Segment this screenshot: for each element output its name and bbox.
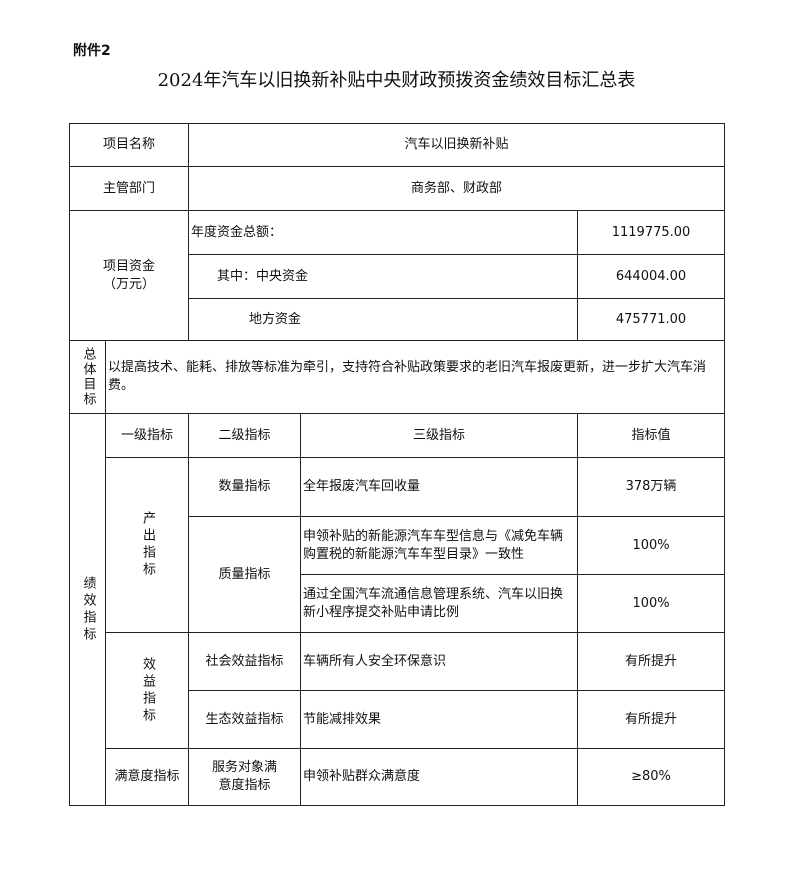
table-row: 项目资金 （万元） 年度资金总额： 1119775.00 [68,210,726,341]
level1-output: 产出指标 [140,511,155,579]
indicator-value: 有所提升 [577,690,726,749]
department-label: 主管部门 [68,166,190,211]
indicator-value: 100% [577,574,726,633]
indicator: 节能减排效果 [300,690,579,749]
table-row: 项目名称 汽车以旧换新补贴 [68,123,726,167]
indicator: 全年报废汽车回收量 [300,457,579,517]
performance-target-table: 项目名称 汽车以旧换新补贴 主管部门 商务部、财政部 项目资金 （万元） 年度资金… [68,123,726,806]
indicator: 车辆所有人安全环保意识 [300,632,579,691]
table-row: 绩效指标 一级指标 二级指标 三级指标 指标值 [69,413,726,806]
funds-row-value: 1119775.00 [577,210,726,255]
attachment-label: 附件2 [73,43,111,59]
column-header: 一级指标 [104,413,190,458]
page-title: 2024年汽车以旧换新补贴中央财政预拨资金绩效目标汇总表 [157,70,636,91]
level2-quantity: 数量指标 [188,457,302,517]
indicator-value: 100% [577,516,726,575]
table-row: 总体目标 以提高技术、能耗、排放等标准为牵引，支持符合补贴政策要求的老旧汽车报废… [69,340,726,414]
funds-row-value: 644004.00 [577,254,726,299]
funds-row-value: 475771.00 [577,298,726,341]
indicator: 申领补贴的新能源汽车车型信息与《减免车辆购置税的新能源汽车车型目录》一致性 [300,516,579,575]
level2-social: 社会效益指标 [188,632,302,691]
level2-service-satisfaction: 服务对象满意度指标 [188,748,302,806]
indicator: 通过全国汽车流通信息管理系统、汽车以旧换新小程序提交补贴申请比例 [300,574,579,633]
project-name-label: 项目名称 [68,123,190,167]
indicator-value: 有所提升 [577,632,726,691]
project-name-value: 汽车以旧换新补贴 [188,123,726,167]
performance-label: 绩效指标 [80,575,96,644]
indicator: 申领补贴群众满意度 [300,748,579,806]
level2-quality: 质量指标 [188,516,302,633]
level1-satisfaction: 满意度指标 [104,748,190,806]
level1-benefit: 效益指标 [140,656,155,725]
funds-row-label: 年度资金总额： [188,210,579,255]
indicator-value: 378万辆 [577,457,726,517]
level2-ecological: 生态效益指标 [188,690,302,749]
funds-row-label: 其中：中央资金 [188,254,579,299]
column-header: 指标值 [577,413,726,458]
funds-label-text: 项目资金 [103,258,156,274]
table-row: 地方资金 475771.00 [70,298,726,341]
table-row: 其中：中央资金 644004.00 [70,254,726,299]
table-row: 生态效益指标 节能减排效果 有所提升 [70,690,726,749]
department-value: 商务部、财政部 [188,166,726,211]
table-row: 满意度指标 服务对象满意度指标 申领补贴群众满意度 ≥80% [70,748,726,806]
column-header: 三级指标 [300,413,579,458]
goal-text: 以提高技术、能耗、排放等标准为牵引，支持符合补贴政策要求的老旧汽车报废更新，进一… [104,340,726,414]
table-row: 主管部门 商务部、财政部 [68,166,726,211]
goal-label: 总体目标 [80,347,96,407]
table-row: 产出指标 数量指标 全年报废汽车回收量 378万辆 [70,457,726,633]
column-header: 二级指标 [188,413,302,458]
funds-unit: （万元） [103,276,156,292]
indicator-value: ≥80% [577,748,726,806]
table-row: 效益指标 社会效益指标 车辆所有人安全环保意识 有所提升 [70,632,726,749]
funds-row-label: 地方资金 [188,298,579,341]
funds-label: 项目资金 （万元） [68,210,190,341]
table-row: 质量指标 申领补贴的新能源汽车车型信息与《减免车辆购置税的新能源汽车车型目录》一… [70,516,726,633]
table-row: 通过全国汽车流通信息管理系统、汽车以旧换新小程序提交补贴申请比例 100% [70,574,726,633]
